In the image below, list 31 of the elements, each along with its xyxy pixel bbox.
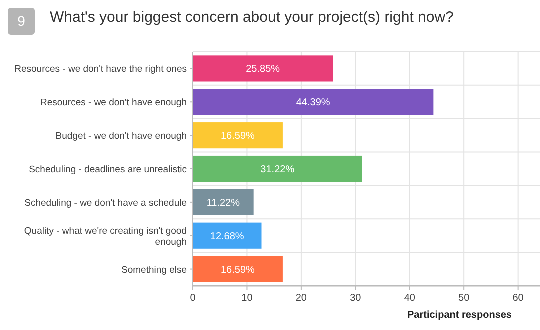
x-tick-label: 0 [190,293,196,304]
text: 9 [18,13,26,29]
data-label: 12.68% [210,231,244,242]
data-label: 25.85% [246,64,280,76]
chart-title: What's your biggest concern about your project(s) right now? [50,9,454,26]
y-tick-label: Quality - what we're creating isn't good enough [24,226,187,248]
data-label: 16.59% [221,264,256,276]
y-tick-label: Something else [122,264,187,276]
y-tick-label: Scheduling - deadlines are unrealistic [29,164,188,176]
x-tick-label: 40 [404,293,416,304]
x-tick-label: 20 [296,293,308,304]
data-label: 11.22% [206,198,240,209]
bar [193,222,262,249]
bar [193,256,283,282]
data-label: 44.39% [296,98,330,109]
bar [193,122,283,149]
y-tick-label: Resources - we don't have the right ones [14,64,188,76]
x-tick-label: 60 [512,293,524,304]
x-tick-label: 50 [458,293,470,304]
data-label: 16.59% [221,131,256,142]
y-tick-label: Resources - we don't have enough [40,98,187,109]
bar [193,56,334,82]
x-tick-label: 10 [242,293,254,304]
bar [193,156,362,182]
x-axis-title: Participant responses [408,310,512,321]
x-tick-label: 30 [350,293,362,304]
bar [193,189,254,216]
data-label: 31.22% [260,164,295,176]
y-tick-label: Budget - we don't have enough [56,131,187,142]
y-tick-label: Scheduling - we don't have a schedule [24,198,187,209]
bar [193,89,434,116]
